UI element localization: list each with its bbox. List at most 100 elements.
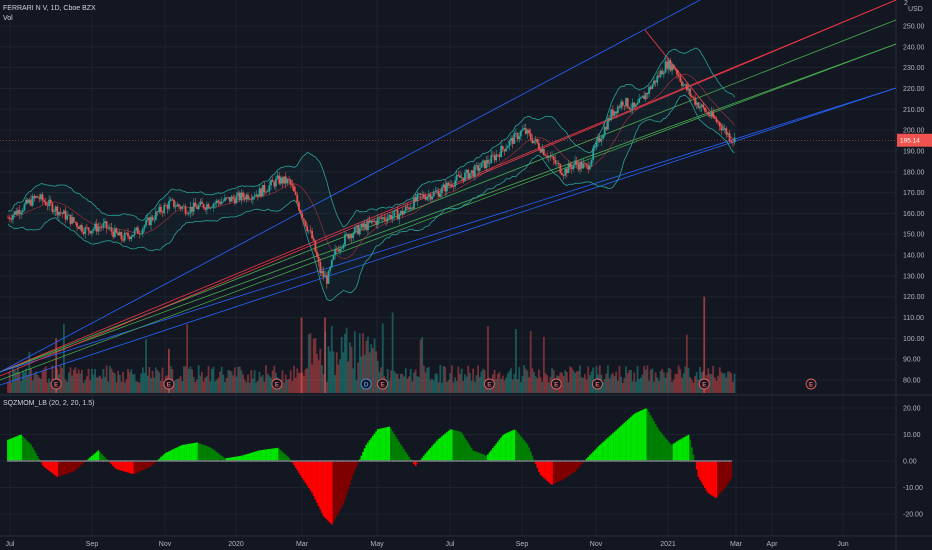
event-marker-earnings[interactable]: E — [163, 378, 175, 390]
candle-body — [639, 97, 642, 99]
histogram-bar — [613, 431, 616, 461]
histogram-bar — [335, 461, 338, 517]
squeeze-dot — [284, 460, 287, 462]
event-marker-earnings[interactable]: E — [805, 378, 817, 390]
histogram-bar — [432, 444, 435, 461]
volume-bar — [117, 370, 120, 393]
candle-body — [598, 137, 601, 142]
symbol-legend[interactable]: FERRARI N V, 1D, Cboe BZX — [3, 5, 96, 12]
squeeze-dot — [669, 460, 672, 462]
volume-bar — [613, 376, 616, 393]
histogram-bar — [442, 434, 445, 461]
squeeze-dot — [252, 460, 254, 462]
histogram-bar — [431, 446, 433, 461]
candle-body — [681, 81, 683, 86]
candle-body — [727, 133, 729, 135]
candle-body — [577, 164, 580, 170]
volume-bar — [212, 366, 215, 393]
histogram-bar — [644, 408, 647, 461]
time-axis[interactable]: Jul Sep Nov 2020 Mar May Jul Sep Nov 2021 Mar Apr Ju… — [6, 541, 849, 548]
histogram-bar — [334, 461, 337, 520]
candle-body — [712, 111, 715, 118]
volume-bar — [199, 375, 202, 393]
squeeze-dot — [564, 460, 567, 462]
candle-body — [421, 194, 424, 195]
indicator-tick-label: 0.00 — [903, 459, 917, 466]
histogram-bar — [94, 453, 97, 461]
event-marker-earnings[interactable]: E — [50, 378, 62, 390]
volume-bar — [189, 366, 192, 393]
histogram-bar — [7, 439, 9, 461]
histogram-bar — [352, 461, 355, 476]
indicator-legend[interactable]: SQZMOM_LB (20, 2, 20, 1.5) — [3, 400, 94, 407]
squeeze-dot — [138, 460, 141, 462]
event-marker-earnings[interactable]: E — [550, 378, 562, 390]
squeeze-dot — [497, 460, 499, 462]
volume-bar — [516, 379, 519, 393]
histogram-bar — [460, 432, 463, 461]
squeeze-dot — [488, 460, 491, 462]
price-tick-label: 90.00 — [903, 357, 921, 364]
volume-legend[interactable]: Vol — [3, 15, 13, 22]
candle-body — [378, 217, 381, 219]
histogram-bar — [705, 461, 708, 491]
squeeze-dot — [452, 460, 455, 462]
price-tag-value: 195.14 — [900, 138, 920, 145]
histogram-bar — [173, 448, 175, 461]
histogram-bar — [256, 450, 259, 461]
event-marker-earnings[interactable]: E — [377, 378, 388, 390]
squeeze-dot — [393, 460, 396, 462]
event-marker-dividend[interactable]: D — [360, 378, 372, 390]
fan-lines[interactable] — [0, 0, 897, 386]
event-label: E — [702, 382, 707, 389]
candle-body — [733, 137, 736, 143]
histogram-bar — [510, 431, 512, 461]
histogram-bar — [276, 447, 279, 461]
histogram-bar — [459, 431, 461, 461]
candle-body — [482, 160, 484, 163]
histogram-bar — [437, 439, 440, 461]
event-marker-earnings[interactable]: E — [271, 378, 283, 390]
squeeze-dot — [676, 460, 678, 462]
volume-bar — [651, 368, 654, 393]
histogram-bar — [422, 455, 425, 461]
squeeze-dot — [710, 460, 713, 462]
candle-body — [304, 220, 307, 227]
volume-bar — [362, 333, 364, 393]
event-marker-earnings[interactable]: E — [483, 378, 495, 390]
price-axis[interactable]: 250.00240.00230.00220.00210.00200.00190.… — [903, 24, 925, 385]
histogram-bar — [118, 461, 121, 471]
volume-bar — [197, 365, 200, 393]
price-tick-label: 120.00 — [903, 294, 925, 301]
candle-body — [76, 223, 78, 227]
squeeze-dot — [161, 460, 164, 462]
candle-body — [219, 202, 221, 205]
histogram-bar — [61, 461, 64, 476]
candle-body — [713, 117, 716, 119]
squeeze-dot — [362, 460, 364, 462]
squeeze-dot — [651, 460, 654, 462]
volume-bar — [330, 325, 333, 393]
volume-bar — [150, 378, 152, 393]
squeeze-dot — [127, 460, 129, 462]
volume-bar — [653, 381, 655, 393]
indicator-tick-label: 10.00 — [903, 432, 921, 439]
candle-body — [395, 209, 397, 211]
histogram-bar — [306, 461, 309, 486]
histogram-bar — [13, 437, 16, 461]
histogram-bar — [409, 459, 412, 461]
volume-bar — [146, 375, 149, 393]
volume-bar — [496, 373, 499, 393]
squeeze-dot — [234, 460, 236, 462]
event-marker-earnings[interactable]: E — [591, 378, 603, 390]
volume-bar — [375, 351, 378, 393]
volume-bar — [523, 365, 526, 393]
histogram-bar — [224, 458, 226, 461]
candle-body — [464, 172, 466, 181]
candle-body — [536, 139, 539, 144]
volume-bar — [325, 381, 328, 393]
event-marker-earnings[interactable]: E — [698, 378, 710, 390]
